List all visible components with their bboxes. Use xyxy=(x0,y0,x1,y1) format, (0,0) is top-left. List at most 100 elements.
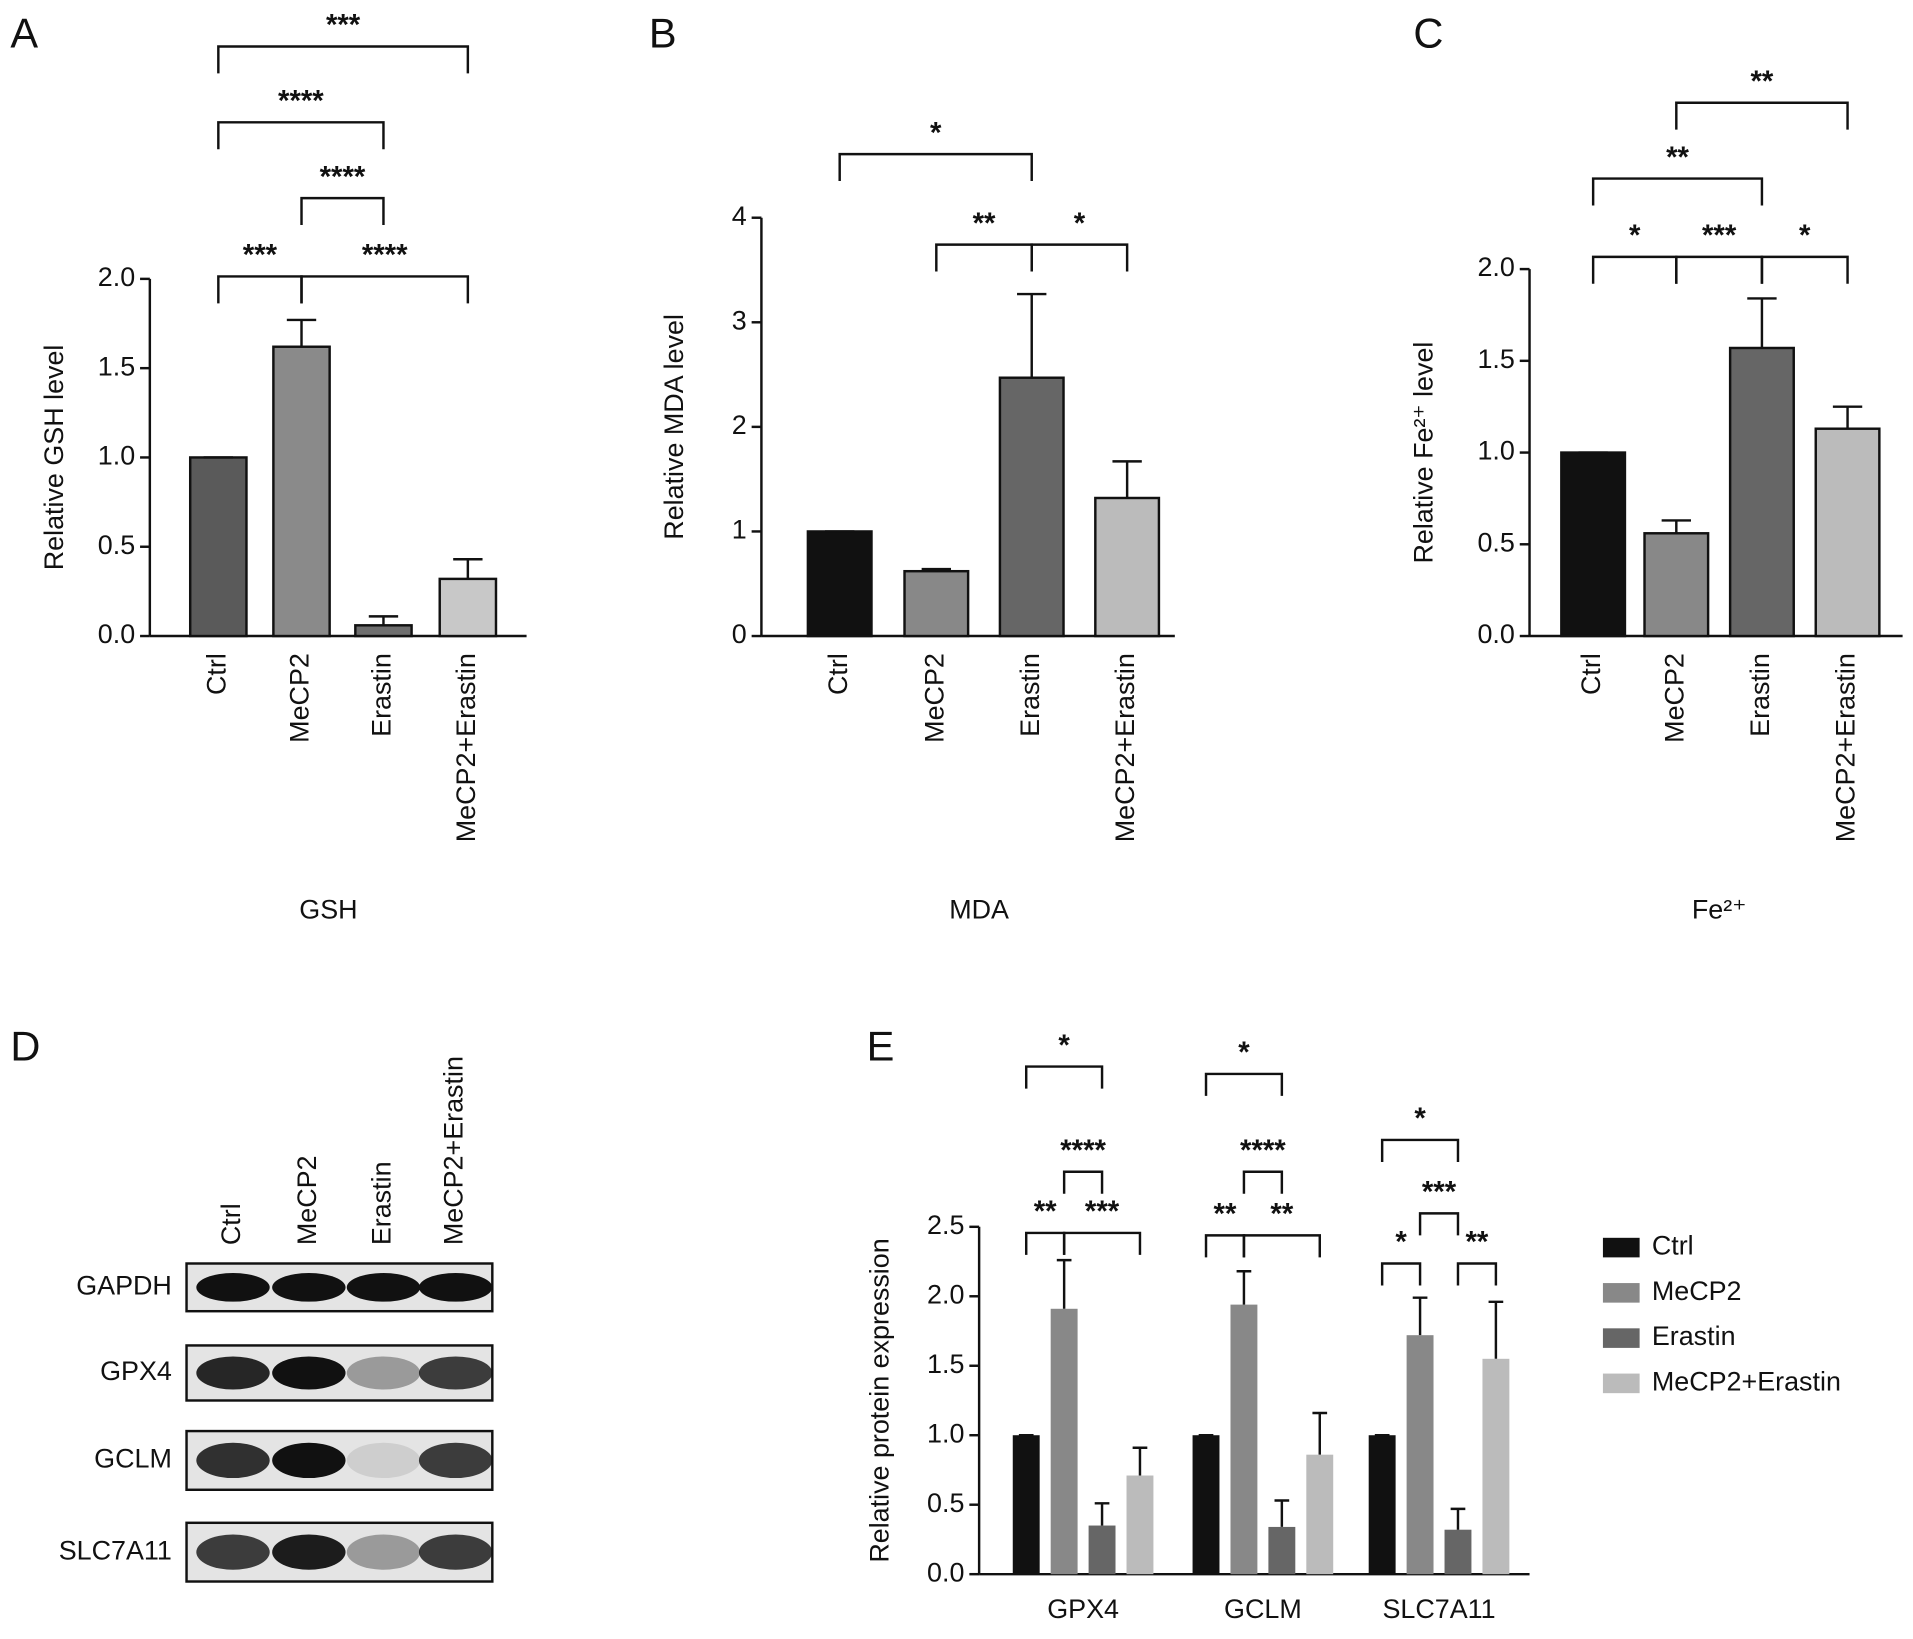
y-tick-label: 2 xyxy=(732,410,747,440)
x-tick-label: MeCP2 xyxy=(919,653,949,743)
bar xyxy=(1728,346,1795,638)
significance-label: **** xyxy=(1240,1134,1286,1167)
legend-swatch xyxy=(1602,1328,1640,1348)
x-tick-label: SLC7A11 xyxy=(1382,1594,1495,1624)
blot-band xyxy=(272,1442,346,1479)
bar xyxy=(1268,1526,1296,1575)
error-bar xyxy=(1274,1499,1290,1527)
error-bar xyxy=(1488,1300,1504,1359)
significance-label: * xyxy=(1238,1036,1250,1069)
bar xyxy=(1088,1525,1116,1575)
significance-bracket xyxy=(1675,101,1849,130)
y-tick-label: 0.5 xyxy=(98,530,135,560)
panel-label: C xyxy=(1413,10,1443,57)
significance-label: **** xyxy=(1060,1134,1106,1167)
significance-bracket xyxy=(217,275,303,304)
significance-label: *** xyxy=(326,9,361,42)
significance-bracket xyxy=(300,275,470,304)
bar xyxy=(1094,496,1161,638)
significance-bracket xyxy=(1760,255,1849,284)
significance-label: *** xyxy=(1702,219,1737,252)
bar xyxy=(1482,1358,1510,1575)
significance-bracket xyxy=(1380,1262,1422,1286)
y-axis-label: Relative GSH level xyxy=(39,345,69,571)
error-bar xyxy=(1056,1258,1072,1309)
significance-label: *** xyxy=(1422,1176,1457,1209)
x-tick-label: Erastin xyxy=(367,653,397,737)
significance-bracket xyxy=(1591,255,1678,284)
bar xyxy=(272,345,331,638)
bar xyxy=(1192,1435,1220,1575)
significance-label: **** xyxy=(362,239,408,272)
y-tick-label: 0.0 xyxy=(1477,619,1514,649)
legend-swatch xyxy=(1602,1373,1640,1394)
bar xyxy=(1406,1335,1434,1575)
significance-bracket xyxy=(1242,1234,1321,1258)
significance-label: ** xyxy=(1666,141,1689,174)
bar xyxy=(1444,1529,1472,1575)
panel-label: D xyxy=(10,1022,40,1069)
blot-band xyxy=(196,1356,270,1390)
significance-bracket xyxy=(1204,1234,1246,1258)
error-bar xyxy=(1112,460,1142,498)
panel-label: E xyxy=(867,1022,895,1069)
significance-label: * xyxy=(1629,219,1641,252)
blot-band xyxy=(196,1442,270,1479)
significance-bracket xyxy=(1456,1262,1498,1286)
significance-bracket xyxy=(1062,1231,1142,1255)
error-bar xyxy=(1236,1270,1252,1305)
significance-bracket xyxy=(1030,243,1129,272)
error-bar xyxy=(368,615,399,626)
significance-bracket xyxy=(1675,255,1764,284)
x-tick-label: Ctrl xyxy=(823,653,853,695)
legend-swatch xyxy=(1602,1237,1640,1258)
row-label: GAPDH xyxy=(76,1270,172,1300)
bar xyxy=(1230,1304,1258,1575)
significance-label: *** xyxy=(1085,1195,1120,1228)
blot-band xyxy=(346,1534,421,1570)
bar xyxy=(903,569,970,638)
blot-band xyxy=(196,1534,270,1570)
panel-label: A xyxy=(10,10,38,57)
y-tick-label: 1.5 xyxy=(1477,344,1514,374)
significance-bracket xyxy=(838,152,1033,182)
lane-label: Erastin xyxy=(367,1161,397,1245)
y-tick-label: 0.0 xyxy=(927,1557,964,1587)
y-tick-label: 1.0 xyxy=(1477,436,1514,466)
blot-band xyxy=(272,1356,346,1390)
blot-band xyxy=(196,1273,270,1302)
significance-label: **** xyxy=(320,160,366,193)
blot-band xyxy=(418,1442,493,1479)
significance-bracket xyxy=(1204,1072,1284,1096)
y-tick-label: 2.0 xyxy=(927,1279,964,1309)
x-tick-label: GPX4 xyxy=(1047,1594,1119,1624)
y-tick-label: 2.0 xyxy=(1477,252,1514,282)
significance-label: ** xyxy=(1751,65,1774,98)
row-label: SLC7A11 xyxy=(59,1535,172,1565)
y-tick-label: 3 xyxy=(732,305,747,335)
significance-bracket xyxy=(217,121,385,150)
x-axis-label: MDA xyxy=(949,894,1009,924)
blot-band xyxy=(418,1534,493,1570)
error-bar xyxy=(1450,1507,1466,1530)
error-bar xyxy=(1094,1502,1110,1526)
y-tick-label: 2.0 xyxy=(98,262,135,292)
x-tick-label: MeCP2+Erastin xyxy=(1110,653,1140,842)
y-tick-label: 0.0 xyxy=(98,619,135,649)
error-bar xyxy=(1132,1446,1148,1476)
bar xyxy=(1126,1475,1154,1575)
x-tick-label: Erastin xyxy=(1745,653,1775,737)
error-bar xyxy=(1832,405,1863,429)
blot-band xyxy=(418,1356,493,1390)
bar xyxy=(188,456,248,638)
bar xyxy=(1012,1435,1040,1575)
error-bar xyxy=(1661,519,1691,534)
significance-bracket xyxy=(1418,1212,1460,1236)
x-tick-label: MeCP2+Erastin xyxy=(451,653,481,842)
significance-bracket xyxy=(1024,1065,1104,1089)
bar xyxy=(1050,1308,1078,1575)
error-bar xyxy=(1412,1296,1428,1336)
bar xyxy=(1814,427,1881,638)
significance-label: ** xyxy=(1270,1198,1293,1231)
